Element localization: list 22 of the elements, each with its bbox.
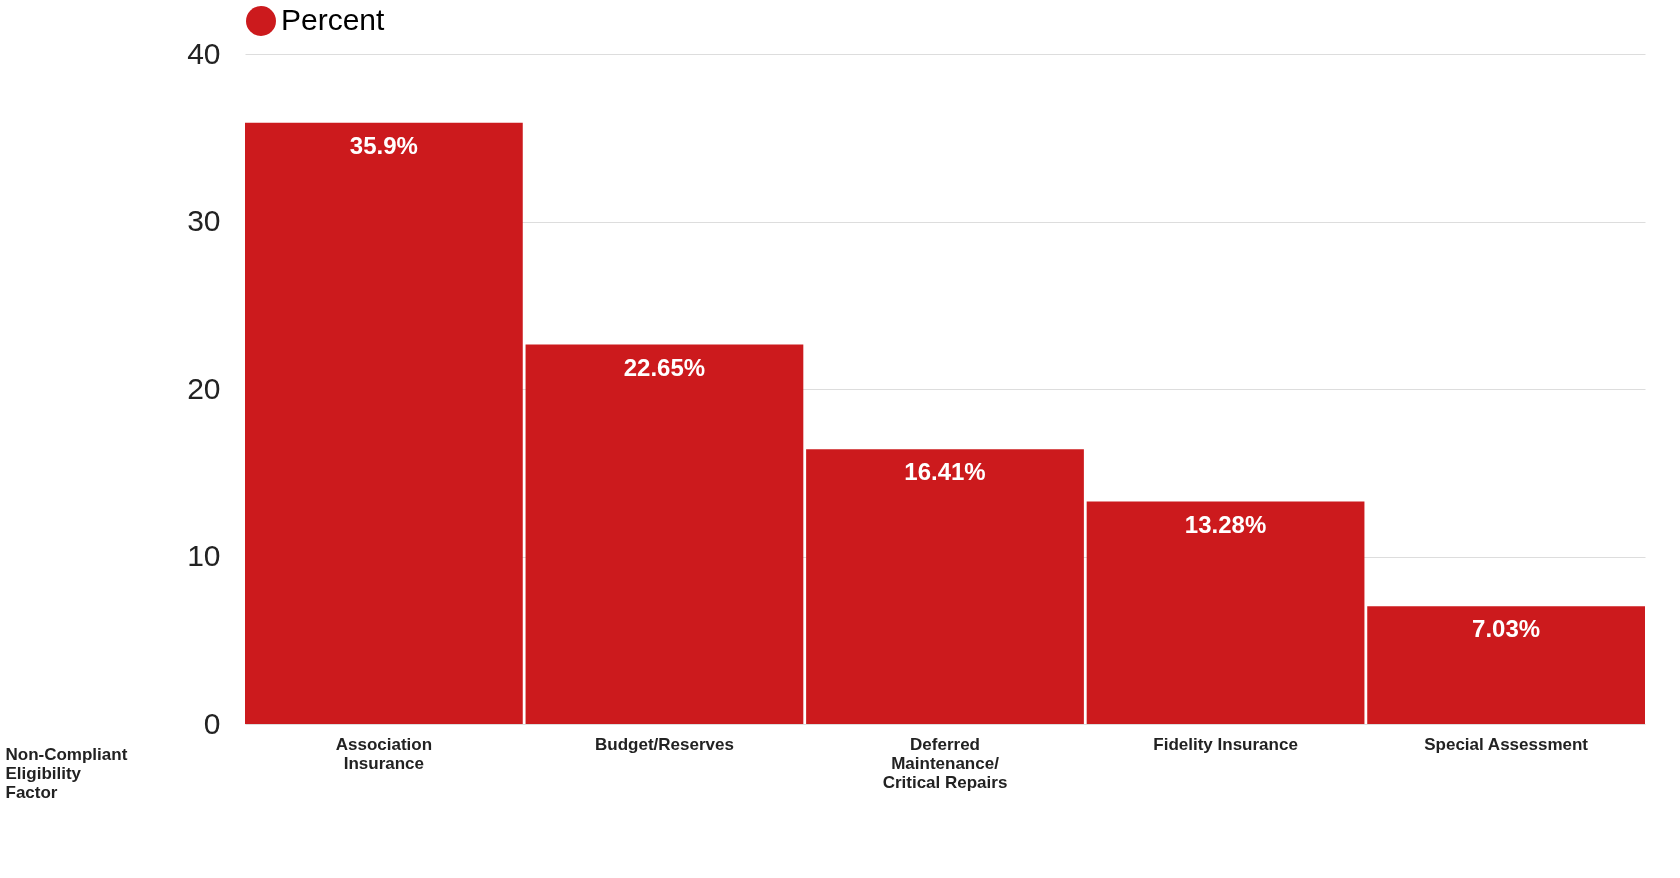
bar [806,449,1084,724]
y-tick-label: 20 [187,371,221,405]
x-tick-label: Fidelity Insurance [1153,734,1298,754]
bar [245,122,523,724]
x-tick-label: Special Assessment [1424,734,1589,754]
data-label: 7.03% [1472,615,1541,643]
bar [1086,501,1365,724]
y-tick-label: 40 [187,36,221,70]
y-tick-label: 0 [203,706,221,740]
legend-label: Percent [281,3,386,36]
x-tick-label: Association Insurance [335,734,433,773]
x-tick-label: Deferred Maintenance/ Critical Repairs [882,734,1008,792]
x-axis-title: Non-Compliant Eligibility Factor [5,744,128,802]
x-tick-label: Budget/Reserves [594,734,734,754]
bar [1367,606,1645,724]
data-label: 35.9% [349,131,418,159]
y-tick-label: 10 [187,539,221,572]
data-label: 16.41% [904,458,986,486]
data-label: 13.28% [1184,510,1267,538]
bar [525,344,804,724]
y-tick-label: 30 [187,204,221,237]
data-label: 22.65% [623,353,706,381]
